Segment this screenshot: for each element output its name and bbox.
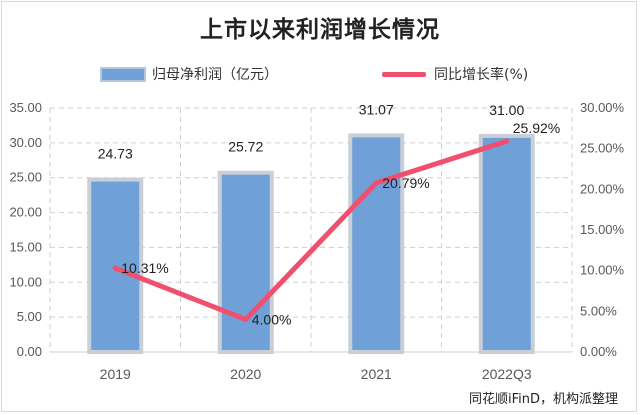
chart-title: 上市以来利润增长情况 bbox=[200, 17, 440, 43]
x-tick-label: 2020 bbox=[230, 366, 261, 382]
legend-line-swatch bbox=[382, 71, 426, 77]
legend-bar-swatch bbox=[100, 66, 146, 82]
y-right-tick-label: 5.00% bbox=[580, 303, 617, 318]
bar-value-label: 24.73 bbox=[98, 146, 133, 162]
bar bbox=[348, 133, 405, 354]
bar bbox=[217, 170, 274, 354]
y-right-tick-label: 15.00% bbox=[580, 222, 625, 237]
source-note: 同花顺iFinD，机构派整理 bbox=[468, 392, 618, 407]
growth-value-label: 25.92% bbox=[513, 120, 560, 136]
growth-value-label: 4.00% bbox=[252, 311, 292, 327]
bar-value-label: 31.07 bbox=[359, 101, 394, 117]
y-right-tick-label: 30.00% bbox=[580, 100, 625, 115]
y-right-tick-label: 0.00% bbox=[580, 344, 617, 359]
y-right-tick-label: 20.00% bbox=[580, 181, 625, 196]
x-tick-label: 2019 bbox=[100, 366, 131, 382]
growth-line bbox=[112, 138, 510, 322]
y-left-tick-label: 30.00 bbox=[9, 135, 42, 150]
growth-point bbox=[112, 265, 118, 271]
y-right-tick-label: 25.00% bbox=[580, 141, 625, 156]
x-tick-label: 2022Q3 bbox=[482, 366, 532, 382]
legend-line-label: 同比增长率(%) bbox=[434, 67, 529, 83]
y-left-tick-label: 35.00 bbox=[9, 100, 42, 115]
y-left-tick-label: 20.00 bbox=[9, 205, 42, 220]
bar-value-label: 31.00 bbox=[489, 102, 524, 118]
growth-point bbox=[373, 180, 379, 186]
bar bbox=[478, 133, 535, 354]
y-left-tick-label: 0.00 bbox=[17, 344, 42, 359]
legend-bar-label: 归母净利润（亿元） bbox=[152, 67, 278, 83]
growth-point bbox=[243, 316, 249, 322]
growth-point bbox=[504, 138, 510, 144]
y-left-tick-label: 5.00 bbox=[17, 309, 42, 324]
legend-line: 同比增长率(%) bbox=[382, 62, 528, 86]
y-left-tick-label: 25.00 bbox=[9, 170, 42, 185]
y-right-tick-label: 10.00% bbox=[580, 263, 625, 278]
growth-value-label: 20.79% bbox=[382, 175, 429, 191]
x-tick-label: 2021 bbox=[361, 366, 392, 382]
growth-value-label: 10.31% bbox=[121, 260, 168, 276]
y-left-tick-label: 15.00 bbox=[9, 239, 42, 254]
legend-bar: 归母净利润（亿元） bbox=[100, 62, 278, 86]
bar-value-label: 25.72 bbox=[228, 139, 263, 155]
y-left-tick-label: 10.00 bbox=[9, 274, 42, 289]
